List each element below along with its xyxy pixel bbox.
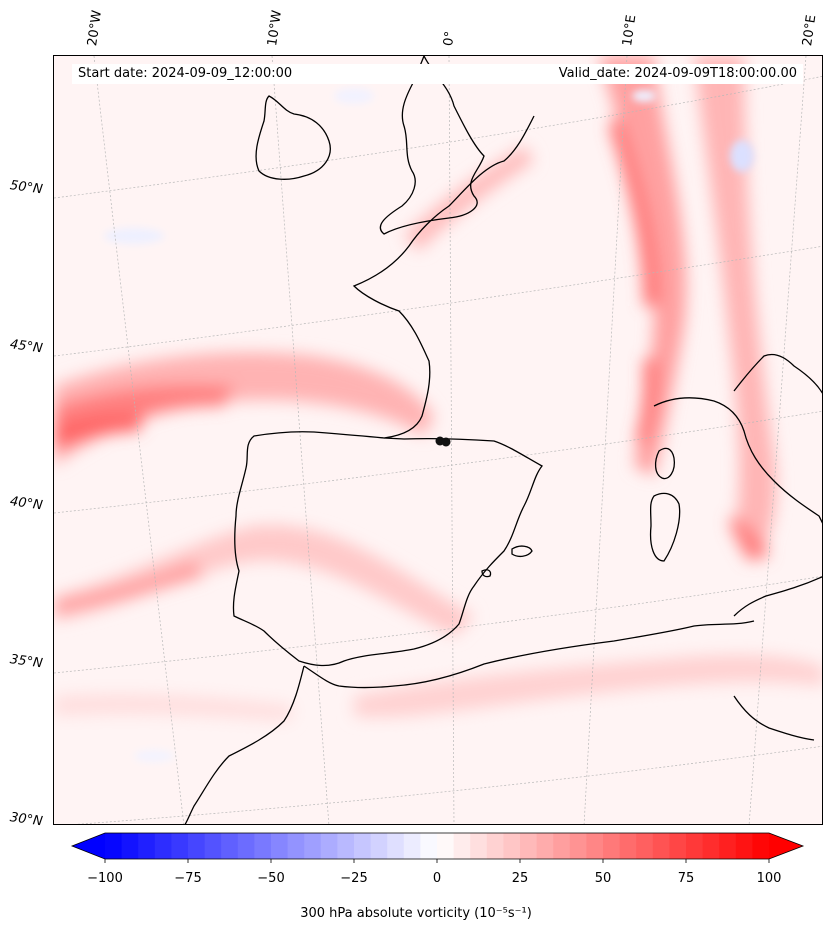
colorbar-cell	[569, 833, 587, 859]
colorbar-tick: −75	[174, 871, 202, 886]
colorbar-cell	[271, 833, 289, 859]
colorbar-cell	[105, 833, 123, 859]
lat-label-35n: 35°N	[8, 652, 44, 672]
colorbar-cell	[652, 833, 670, 859]
colorbar-cell	[403, 833, 421, 859]
colorbar-cell	[320, 833, 338, 859]
colorbar-cell	[636, 833, 654, 859]
colorbar-cell	[586, 833, 604, 859]
colorbar-cell	[287, 833, 305, 859]
colorbar-cell	[354, 833, 372, 859]
colorbar-tick: 50	[594, 871, 612, 886]
map-panel	[53, 55, 823, 825]
vorticity-bands	[54, 56, 822, 721]
lat-label-45n: 45°N	[8, 337, 44, 357]
colorbar-cell	[453, 833, 471, 859]
colorbar-cell	[204, 833, 222, 859]
colorbar-cell	[138, 833, 156, 859]
colorbar-cell	[719, 833, 737, 859]
colorbar-cell	[702, 833, 720, 859]
colorbar-extend-max	[769, 833, 803, 859]
location-marker	[435, 436, 451, 447]
colorbar-cell	[553, 833, 571, 859]
colorbar-cell	[669, 833, 687, 859]
start-date: Start date: 2024-09-09_12:00:00	[78, 66, 293, 81]
colorbar-title: 300 hPa absolute vorticity (10⁻⁵s⁻¹)	[300, 906, 532, 921]
colorbar-cell	[171, 833, 189, 859]
colorbar-cell	[503, 833, 521, 859]
colorbar-cell	[420, 833, 438, 859]
colorbar-cells	[72, 833, 803, 859]
colorbar-cell	[486, 833, 504, 859]
colorbar-tick: 0	[432, 871, 442, 886]
colorbar-tick: −50	[257, 871, 285, 886]
lon-label-20e: 20°E	[800, 13, 820, 47]
colorbar-cell	[686, 833, 704, 859]
colorbar-cell	[304, 833, 322, 859]
colorbar-cell	[735, 833, 753, 859]
info-bar: Start date: 2024-09-09_12:00:00 Valid_da…	[72, 64, 803, 84]
colorbar-ticks	[104, 859, 770, 863]
colorbar-cell	[387, 833, 405, 859]
colorbar-cell	[619, 833, 637, 859]
colorbar-cell	[437, 833, 455, 859]
colorbar-cell	[520, 833, 538, 859]
valid-date: Valid_date: 2024-09-09T18:00:00.00	[558, 66, 797, 81]
lon-label-20w: 20°W	[85, 9, 105, 47]
colorbar-extend-min	[72, 833, 105, 859]
colorbar-cell	[188, 833, 206, 859]
lat-label-30n: 30°N	[8, 810, 44, 830]
lon-label-0: 0°	[441, 30, 459, 47]
colorbar-cell	[337, 833, 355, 859]
colorbar-tick: 25	[511, 871, 529, 886]
colorbar-tick: 100	[756, 871, 782, 886]
lon-label-10e: 10°E	[620, 13, 640, 47]
colorbar-cell	[752, 833, 770, 859]
vorticity-map	[54, 56, 822, 824]
colorbar-cell	[603, 833, 621, 859]
colorbar-cell	[370, 833, 388, 859]
colorbar-tick: 75	[677, 871, 695, 886]
lat-label-40n: 40°N	[8, 494, 44, 514]
colorbar	[70, 832, 805, 863]
colorbar-tick: −100	[87, 871, 123, 886]
colorbar-cell	[237, 833, 255, 859]
colorbar-tick: −25	[340, 871, 368, 886]
lat-label-50n: 50°N	[8, 178, 44, 198]
colorbar-cell	[470, 833, 488, 859]
colorbar-cell	[154, 833, 172, 859]
colorbar-cell	[121, 833, 139, 859]
coastlines	[184, 56, 822, 824]
colorbar-cell	[254, 833, 272, 859]
negative-vorticity-patches	[104, 88, 754, 762]
lon-label-10w: 10°W	[265, 9, 285, 47]
colorbar-cell	[221, 833, 239, 859]
gridlines	[54, 56, 822, 824]
colorbar-cell	[536, 833, 554, 859]
